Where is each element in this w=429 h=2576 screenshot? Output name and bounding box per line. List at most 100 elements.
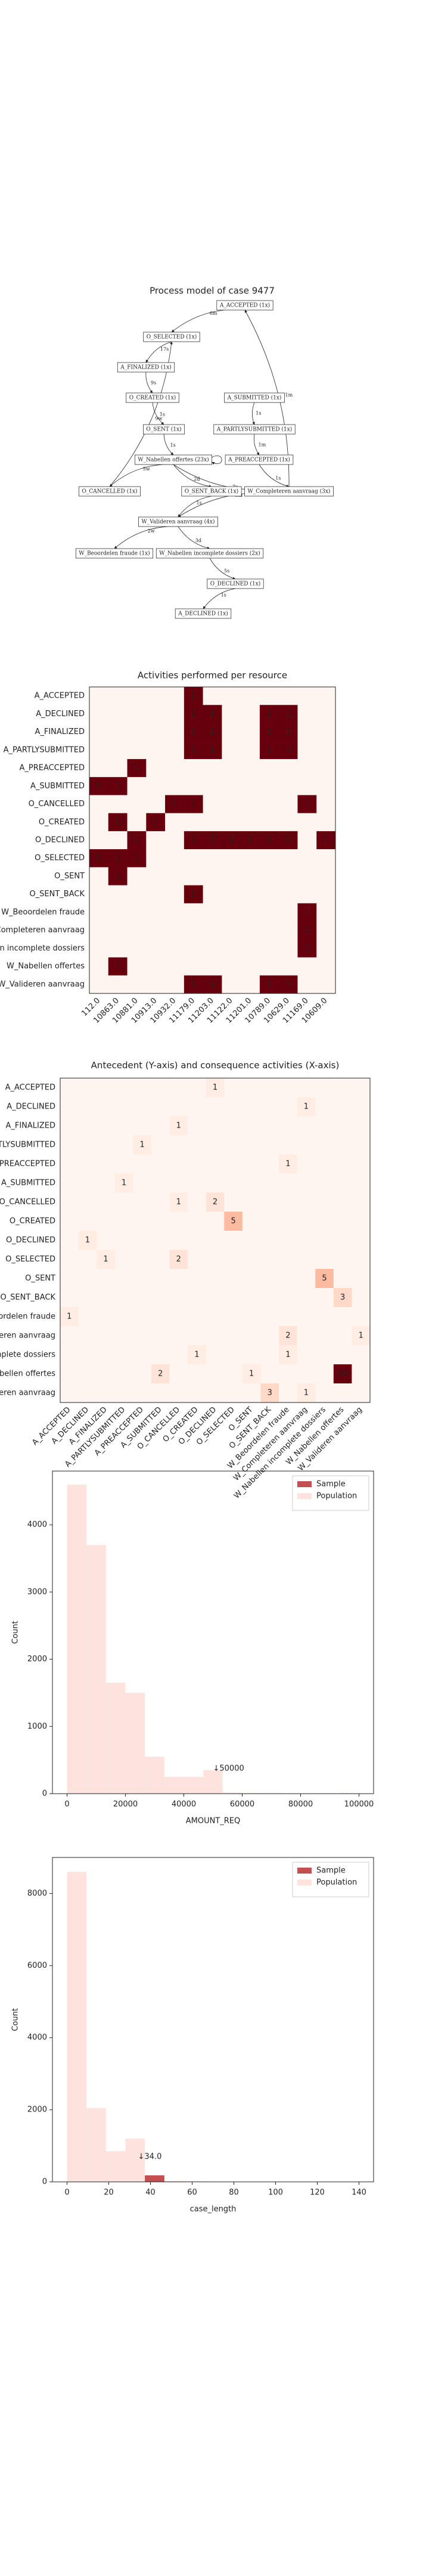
heat-cell: [165, 831, 185, 850]
edge: [209, 558, 236, 580]
chart-title: Antecedent (Y-axis) and consequence acti…: [91, 1060, 340, 1071]
heat-cell: [278, 849, 298, 868]
heat-cell: [114, 1212, 133, 1231]
heat-cell: [279, 1364, 297, 1384]
cell-label: 1: [191, 980, 196, 989]
heat-cell: [241, 867, 260, 886]
heat-cell: [224, 1078, 243, 1098]
edge: [173, 464, 212, 488]
heat-cell: [260, 1307, 279, 1327]
edge-label: 11m: [282, 392, 293, 398]
edge: [171, 309, 245, 333]
node-box: [181, 486, 242, 497]
heat-cell: [184, 758, 203, 778]
heat-cell: [78, 1154, 97, 1174]
heat-cell: [78, 1078, 97, 1098]
heat-cell: [60, 1307, 79, 1327]
heat-cell: [184, 849, 203, 868]
cell-label: 1: [191, 727, 196, 736]
heat-cell: [97, 1116, 116, 1136]
edge: [178, 526, 210, 550]
heat-cell: [133, 1116, 152, 1136]
node-label: W_Completeren aanvraag (3x): [248, 488, 331, 495]
edge: [109, 341, 173, 487]
heat-cell: [165, 903, 185, 922]
cell-label: 1: [248, 836, 253, 845]
heat-cell: [133, 1193, 152, 1212]
edge-label: 2w: [148, 528, 155, 534]
heat-cell: [333, 1154, 352, 1174]
heat-cell: [242, 1231, 261, 1250]
node: O_SENT (1x): [143, 424, 185, 435]
heat-cell: [78, 1364, 97, 1384]
heat-cell: [97, 1212, 116, 1231]
heat-cell: [242, 1174, 261, 1193]
cell-label: 1: [249, 1370, 254, 1379]
node-label: O_DECLINED (1x): [210, 581, 260, 587]
heat-cell: [146, 903, 166, 922]
heat-cell: [224, 1135, 243, 1155]
heat-cell: [333, 1097, 352, 1117]
heat-cell: [278, 813, 298, 832]
node-label: A_ACCEPTED (1x): [219, 302, 270, 309]
heat-cell: [241, 687, 260, 705]
edge-label: 2d: [194, 476, 200, 482]
cell-label: 1: [134, 764, 139, 773]
plot-frame: [52, 1857, 374, 2182]
heat-cell: [78, 1097, 97, 1117]
heat-cell: [352, 1250, 371, 1270]
heat-cell: [188, 1364, 207, 1384]
heat-cell: [297, 777, 317, 795]
heat-cell: [203, 741, 222, 760]
heat-cell: [222, 867, 241, 886]
node: A_SUBMITTED (1x): [224, 392, 285, 403]
edge: [163, 434, 174, 456]
heat-cell: [188, 1250, 207, 1270]
heat-cell: [133, 1364, 152, 1384]
x-tick-label: 100000: [344, 1800, 374, 1809]
heat-cell: [169, 1154, 188, 1174]
heat-cell: [146, 975, 166, 994]
heat-cell: [203, 867, 222, 886]
heat-cell: [222, 705, 241, 723]
edge: [178, 493, 290, 518]
edge-label: 5w: [143, 466, 150, 472]
cell-label: 1: [191, 745, 196, 754]
heat-cell: [108, 777, 128, 795]
heat-cell: [184, 921, 203, 940]
x-tick-label: 80: [229, 2188, 239, 2197]
heat-cell: [278, 723, 298, 742]
heat-cell: [316, 867, 336, 886]
heat-cell: [169, 1269, 188, 1289]
node-box: [117, 362, 175, 373]
heat-cell: [241, 939, 260, 958]
heat-cell: [278, 867, 298, 886]
node-box: [244, 486, 334, 497]
edge: [145, 341, 172, 363]
heat-cell: [97, 1231, 116, 1250]
heat-cell: [203, 903, 222, 922]
heat-cell: [188, 1269, 207, 1289]
heat-cell: [165, 957, 185, 976]
hist-bar: [184, 1776, 204, 1794]
cell-label: 1: [153, 818, 158, 826]
node: O_SENT_BACK (1x): [181, 486, 242, 497]
cell-label: 1: [324, 836, 328, 845]
heat-cell: [184, 975, 203, 994]
node: W_Completeren aanvraag (3x): [244, 486, 334, 497]
heat-cell: [260, 1288, 279, 1308]
heat-cell: [279, 1288, 297, 1308]
y-tick-label: O_SENT_BACK: [0, 1293, 55, 1302]
heat-cell: [203, 687, 222, 705]
heat-cell: [78, 1174, 97, 1193]
heat-cell: [114, 1097, 133, 1117]
heat-cell: [278, 777, 298, 795]
node: O_CREATED (1x): [126, 392, 179, 403]
heat-cell: [297, 1383, 316, 1403]
heat-cell: [108, 705, 128, 723]
heat-cell: [151, 1212, 170, 1231]
heat-cell: [184, 885, 203, 904]
heat-cell: [224, 1212, 243, 1231]
edge: [145, 371, 153, 394]
heat-cell: [222, 687, 241, 705]
